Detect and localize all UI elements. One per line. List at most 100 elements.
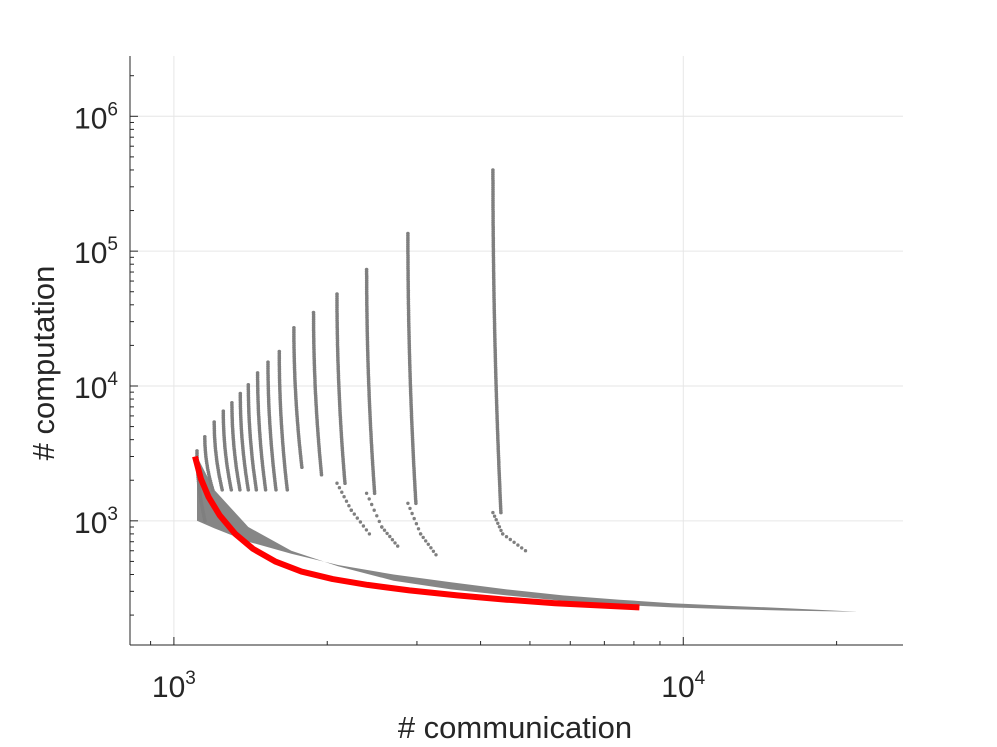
scatter-point: [412, 516, 416, 521]
scatter-column: [311, 310, 324, 477]
scatter-point: [494, 518, 498, 522]
scatter-point: [499, 510, 503, 515]
scatter-column: [255, 371, 268, 492]
scatter-point: [347, 504, 351, 508]
scatter-point: [377, 519, 381, 524]
y-tick-label: 106: [74, 99, 118, 135]
scatter-point: [491, 510, 495, 515]
scatter-point: [516, 543, 520, 547]
scatter-point: [418, 532, 423, 536]
scatter-tail: [406, 501, 438, 557]
scatter-point: [492, 514, 497, 518]
scatter-point: [388, 534, 392, 539]
scatter-point: [523, 549, 528, 553]
scatter-point: [385, 531, 389, 536]
scatter-point: [396, 544, 400, 548]
scatter-point: [358, 520, 363, 524]
scatter-point: [285, 488, 290, 492]
scatter-column: [266, 360, 278, 492]
scatter-point: [512, 540, 516, 544]
scatter-point: [372, 508, 376, 512]
scatter-point: [496, 521, 500, 525]
scatter-point: [355, 516, 359, 520]
scatter-tail: [335, 481, 372, 536]
scatter-point: [393, 541, 397, 545]
scatter-column: [221, 409, 234, 492]
scatter-point: [414, 501, 418, 506]
scatter-point: [274, 488, 278, 492]
scatter-point: [416, 527, 421, 531]
scatter-point: [414, 522, 419, 526]
scatter-column: [230, 401, 242, 492]
grid: [130, 56, 903, 645]
scatter-point: [501, 532, 505, 536]
x-axis-title: # communication: [398, 710, 632, 745]
scatter-point: [520, 546, 524, 550]
scatter-column: [335, 292, 347, 486]
scatter-point: [421, 535, 425, 540]
series-layer: [192, 168, 858, 612]
scatter-column: [246, 383, 259, 492]
y-tick-label: 104: [74, 369, 118, 405]
scatter-point: [375, 514, 379, 518]
scatter-column: [406, 231, 418, 506]
scatter-point: [504, 535, 509, 539]
scatter-column: [364, 267, 377, 496]
scatter-point: [211, 488, 215, 492]
scatter-point: [344, 499, 349, 503]
scatter-point: [367, 532, 372, 536]
scatter-point: [434, 553, 438, 557]
scatter-point: [499, 528, 503, 533]
scatter-point: [367, 497, 371, 501]
scatter-point: [361, 524, 366, 528]
axes: 103 104 103 104 105 106: [74, 56, 903, 704]
scatter-point: [349, 508, 353, 512]
scatter-column: [238, 391, 251, 492]
scatter-point: [340, 490, 344, 494]
scatter-point: [390, 538, 395, 542]
scatter-point: [429, 546, 433, 550]
scatter-point: [380, 525, 384, 529]
scatter-point: [352, 512, 356, 516]
scatter-column: [203, 435, 215, 492]
scatter-point: [337, 486, 342, 490]
scatter-column: [292, 326, 304, 470]
x-tick-label: 103: [152, 668, 196, 704]
scatter-point: [431, 549, 436, 553]
scatter-point: [424, 539, 428, 543]
scatter-point: [408, 506, 412, 511]
scatter-column: [212, 420, 224, 492]
scatter-point: [342, 495, 346, 499]
scatter-point: [343, 481, 347, 486]
scatter-point: [335, 481, 339, 485]
scatter-point: [364, 528, 369, 532]
scatter-point: [300, 465, 304, 470]
scatter-point: [246, 488, 251, 492]
scatter-point: [370, 502, 374, 507]
scatter-column: [491, 168, 503, 515]
scatter-point: [410, 511, 414, 516]
scatter-point: [203, 519, 207, 523]
scatter-point: [426, 542, 430, 546]
scatter-tail: [491, 510, 528, 553]
scatter-point: [497, 525, 502, 529]
scatter-point: [263, 488, 268, 492]
scatter-point: [382, 528, 387, 532]
scatter-point: [364, 491, 369, 495]
scatter-column: [277, 349, 290, 492]
scatter-point: [220, 488, 224, 492]
y-tick-label: 103: [74, 504, 118, 540]
scatter-point: [372, 491, 377, 496]
scatter-tail: [364, 491, 400, 548]
scatter-point: [238, 488, 242, 492]
y-tick-label: 105: [74, 234, 118, 270]
x-tick-label: 104: [661, 668, 705, 704]
scatter-point: [254, 488, 259, 492]
y-axis-title: # computation: [26, 266, 61, 461]
pareto-line: [192, 455, 640, 611]
scatter-point: [406, 501, 410, 505]
scatter-point: [229, 488, 234, 492]
scatter-point: [508, 537, 512, 542]
